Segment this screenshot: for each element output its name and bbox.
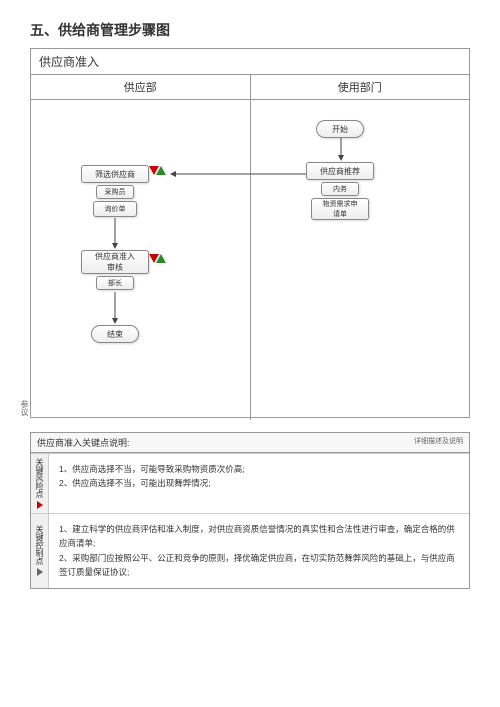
risk-item: 2、供应商选择不当，可能出现舞弊情况; [59,476,459,490]
keypoints-frame: 供应商准入关键点说明: 详细描述及说明 关键风险点 1、供应商选择不当，可能导致… [30,432,470,589]
risk-side-label: 关键风险点 [31,454,49,513]
lane-label-1: 使用部门 [251,75,470,99]
lane-1 [251,100,470,420]
node-quote: 询价单 [93,201,137,217]
marker-icon [149,166,167,178]
control-item: 2、采购部门应按照公平、公正和竞争的原则，择优确定供应商，在切实防范舞弊风险的基… [59,551,459,580]
triangle-icon [37,568,43,576]
page-title: 五、供给商管理步骤图 [30,20,470,40]
node-chief: 部长 [96,276,134,290]
control-body: 1、建立科学的供应商评估和准入制度，对供应商资质信誉情况的真实性和合法性进行审查… [49,514,469,588]
control-side-label: 关键控制点 [31,514,49,588]
node-select: 筛选供应商 [81,165,149,183]
node-review: 供应商准入 审核 [81,250,149,274]
lane-label-0: 供应部 [31,75,251,99]
control-label-text: 关键控制点 [34,525,45,565]
risk-body: 1、供应商选择不当，可能导致采购物资质次价高;2、供应商选择不当，可能出现舞弊情… [49,454,469,513]
node-recommend: 供应商推荐 [306,162,374,180]
node-buyer: 采购员 [96,185,134,199]
risk-item: 1、供应商选择不当，可能导致采购物资质次价高; [59,462,459,476]
node-start: 开始 [316,120,364,138]
node-reqform: 物资需求申 请单 [311,198,369,220]
marker-icon [149,254,167,266]
node-end: 结束 [91,325,139,343]
flowchart-frame: 供应商准入 供应部 使用部门 [30,48,470,418]
keypoints-title: 供应商准入关键点说明: [37,436,130,449]
node-nw: 内务 [321,182,359,196]
flowchart-title: 供应商准入 [31,49,469,75]
lanes: 参议 开始供应商推荐内务物资需求申 请单筛选供应商采购员询价单供应商准入 审核部… [31,100,469,420]
control-item: 1、建立科学的供应商评估和准入制度，对供应商资质信誉情况的真实性和合法性进行审查… [59,522,459,551]
keypoints-header: 供应商准入关键点说明: 详细描述及说明 [31,433,469,453]
triangle-icon [37,501,43,509]
keypoints-header-right: 详细描述及说明 [414,436,463,449]
swimlane-label: 参议 [19,400,30,416]
lane-header: 供应部 使用部门 [31,75,469,100]
risk-label-text: 关键风险点 [34,458,45,498]
